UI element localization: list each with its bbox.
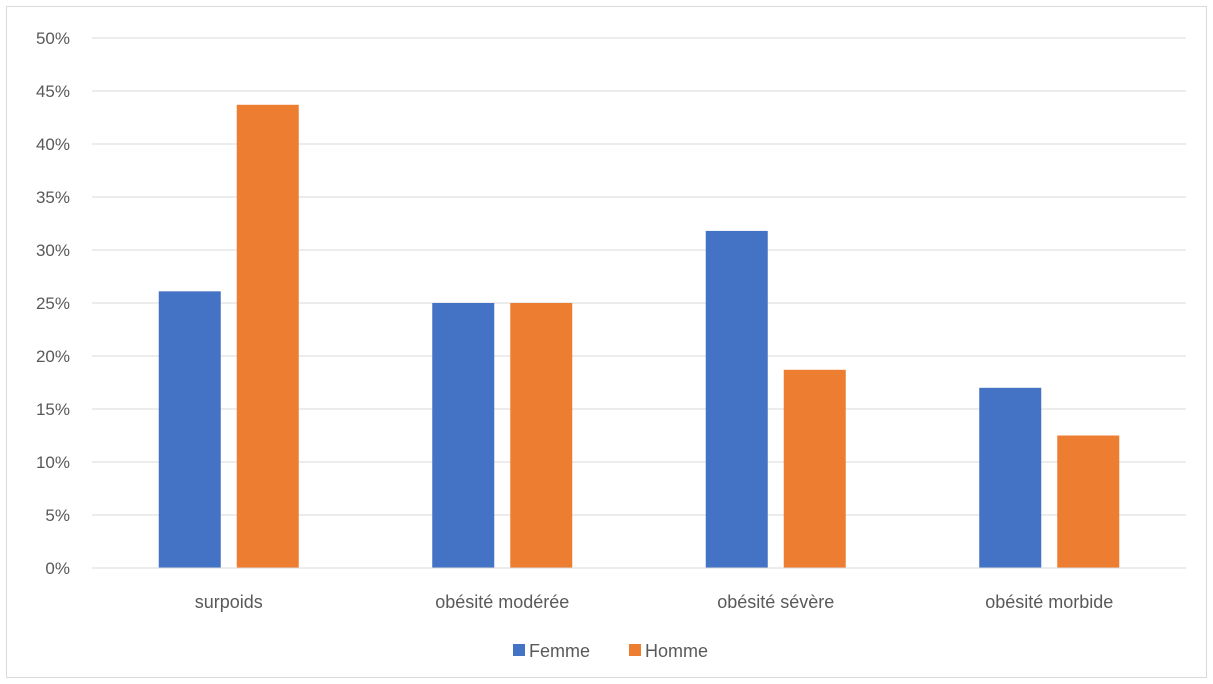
bar-homme — [510, 303, 573, 568]
y-tick-label: 25% — [36, 294, 70, 313]
y-tick-label: 10% — [36, 453, 70, 472]
x-category-label: obésité sévère — [717, 592, 834, 612]
legend-swatch-femme — [513, 644, 525, 656]
y-tick-label: 35% — [36, 188, 70, 207]
y-tick-label: 30% — [36, 241, 70, 260]
y-tick-label: 40% — [36, 135, 70, 154]
bar-femme — [432, 303, 495, 568]
bar-homme — [783, 369, 846, 568]
legend-label-femme: Femme — [529, 641, 590, 661]
bar-homme — [236, 104, 299, 568]
bar-femme — [158, 291, 221, 568]
legend-label-homme: Homme — [645, 641, 708, 661]
bar-femme — [705, 230, 768, 569]
bar-femme — [979, 387, 1042, 568]
y-tick-label: 50% — [36, 29, 70, 48]
y-tick-label: 0% — [45, 559, 70, 578]
x-category-label: surpoids — [195, 592, 263, 612]
y-tick-label: 15% — [36, 400, 70, 419]
bar-homme — [1057, 435, 1120, 568]
x-category-label: obésité modérée — [435, 592, 569, 612]
y-tick-label: 20% — [36, 347, 70, 366]
bars — [158, 104, 1120, 569]
y-tick-label: 45% — [36, 82, 70, 101]
y-axis-ticks: 0% 5% 10% 15% 20% 25% 30% 35% 40% 45% 50% — [36, 29, 70, 578]
legend: Femme Homme — [513, 641, 708, 661]
legend-swatch-homme — [629, 644, 641, 656]
y-tick-label: 5% — [45, 506, 70, 525]
x-category-label: obésité morbide — [985, 592, 1113, 612]
x-axis-categories: surpoids obésité modérée obésité sévère obé… — [195, 592, 1114, 612]
